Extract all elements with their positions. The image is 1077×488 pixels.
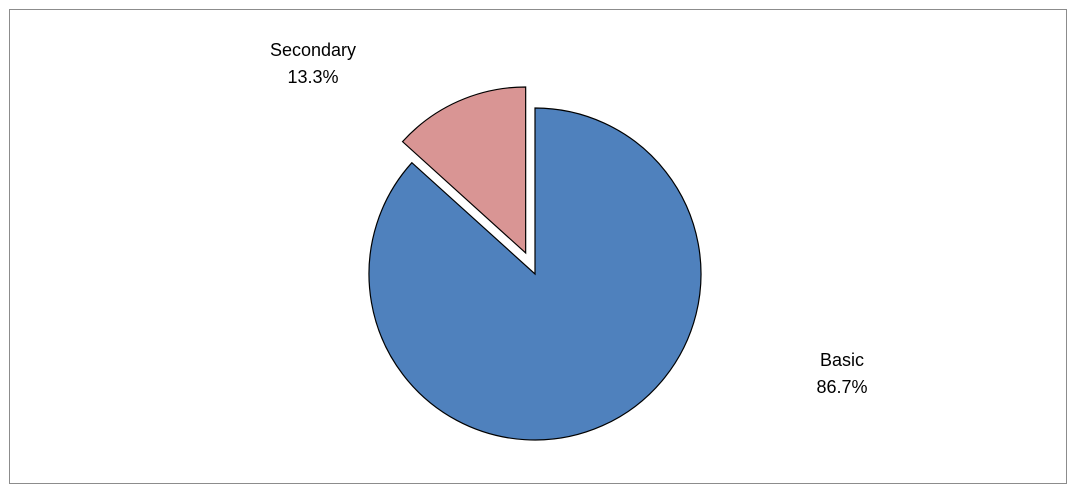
slice-label-secondary-name: Secondary — [270, 40, 356, 60]
slice-label-basic-value: 86.7% — [816, 377, 867, 397]
pie-slice-secondary — [401, 86, 527, 255]
slice-label-secondary-value: 13.3% — [287, 67, 338, 87]
pie-slice-basic — [368, 107, 702, 441]
slice-label-basic-name: Basic — [820, 350, 864, 370]
